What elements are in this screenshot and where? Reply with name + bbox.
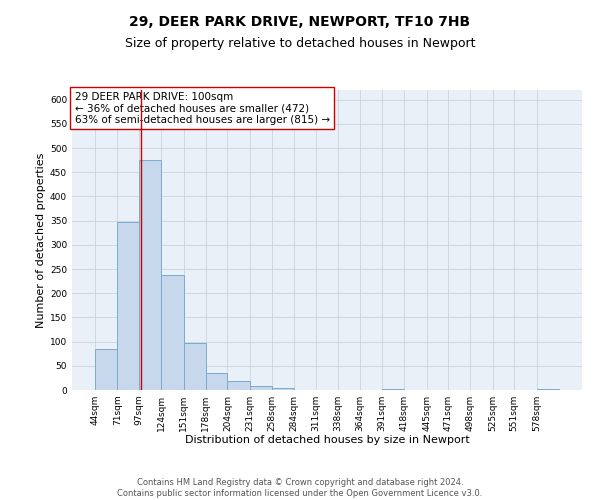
Text: Contains HM Land Registry data © Crown copyright and database right 2024.
Contai: Contains HM Land Registry data © Crown c… [118,478,482,498]
Bar [536,389,559,390]
Bar [95,350,118,390]
Bar [382,389,404,390]
Y-axis label: Number of detached properties: Number of detached properties [36,152,46,328]
Bar [250,386,272,390]
Bar [161,276,184,390]
Bar [206,373,227,390]
Text: Size of property relative to detached houses in Newport: Size of property relative to detached ho… [125,38,475,51]
Bar [184,343,206,390]
Text: 29 DEER PARK DRIVE: 100sqm
← 36% of detached houses are smaller (472)
63% of sem: 29 DEER PARK DRIVE: 100sqm ← 36% of deta… [74,92,329,124]
Bar [118,222,139,390]
Bar [272,388,293,390]
Bar [227,381,250,390]
Bar [139,160,161,390]
Text: 29, DEER PARK DRIVE, NEWPORT, TF10 7HB: 29, DEER PARK DRIVE, NEWPORT, TF10 7HB [130,15,470,29]
X-axis label: Distribution of detached houses by size in Newport: Distribution of detached houses by size … [185,436,469,446]
